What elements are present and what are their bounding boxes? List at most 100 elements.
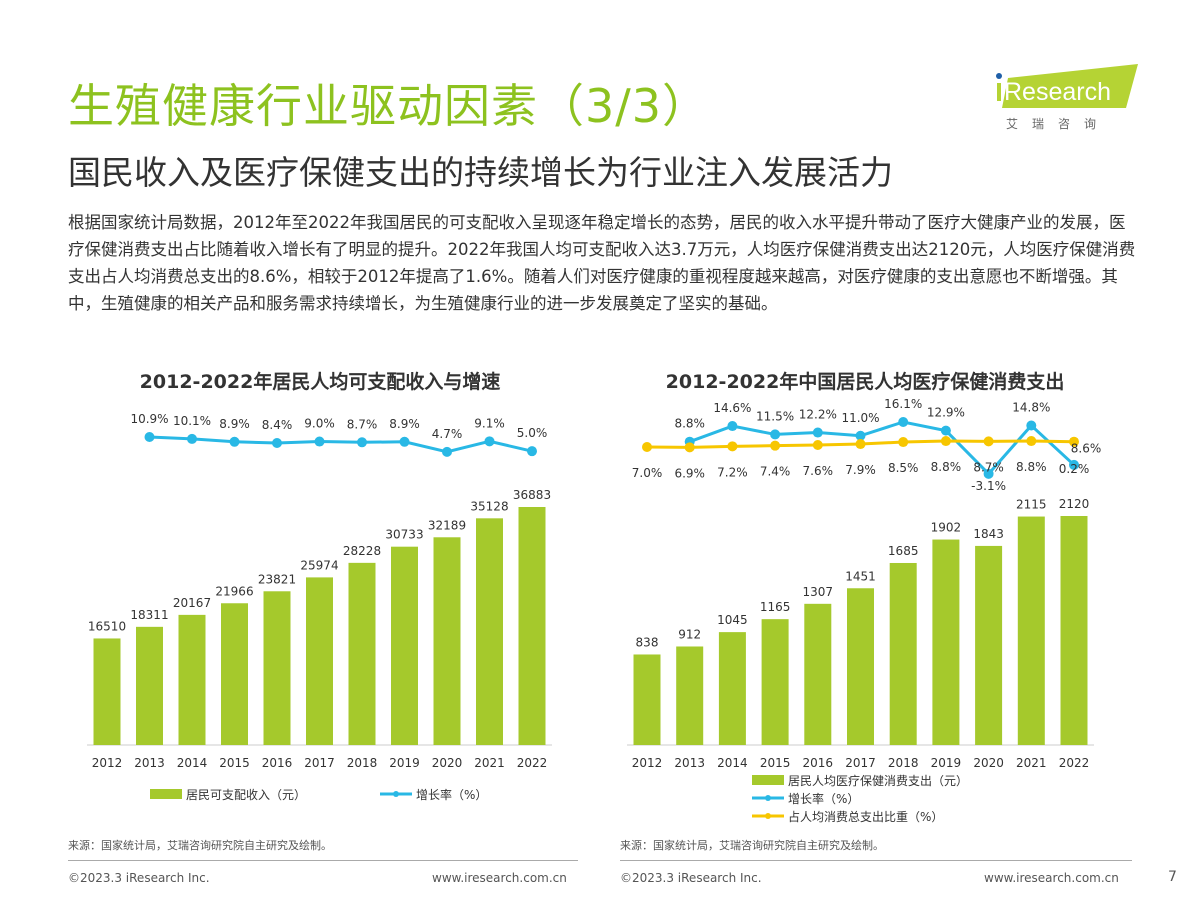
line-point bbox=[983, 436, 994, 447]
line-point bbox=[442, 446, 452, 457]
line-point bbox=[642, 442, 652, 452]
bar-value-label: 25974 bbox=[300, 558, 338, 572]
chart-title-income: 2012-2022年居民人均可支配收入与增速 bbox=[139, 371, 501, 393]
bar bbox=[932, 539, 960, 745]
line-point bbox=[855, 439, 866, 450]
line-value-label: 14.6% bbox=[713, 401, 751, 415]
line-point bbox=[272, 438, 282, 448]
x-tick-label: 2022 bbox=[1059, 756, 1090, 770]
line-point bbox=[484, 436, 495, 447]
footer-copyright-right: ©2023.3 iResearch Inc. bbox=[620, 871, 762, 885]
line-point bbox=[1069, 436, 1079, 447]
body-paragraph: 根据国家统计局数据，2012年至2022年我国居民的可支配收入呈现逐年稳定增长的… bbox=[68, 213, 1136, 313]
line-value-label: 8.9% bbox=[389, 417, 420, 431]
bar bbox=[676, 646, 704, 745]
footer-url-right: www.iresearch.com.cn bbox=[984, 871, 1119, 885]
bar bbox=[847, 588, 874, 745]
line-point bbox=[1069, 459, 1079, 470]
x-tick-label: 2022 bbox=[517, 756, 548, 770]
x-tick-label: 2015 bbox=[760, 756, 791, 770]
line-point bbox=[144, 432, 155, 442]
x-tick-label: 2016 bbox=[262, 756, 293, 770]
x-tick-label: 2018 bbox=[888, 756, 919, 770]
bar-value-label: 838 bbox=[636, 635, 659, 649]
x-tick-label: 2017 bbox=[304, 756, 335, 770]
line-point bbox=[727, 441, 738, 452]
legend-label-income: 居民可支配收入（元） bbox=[186, 788, 306, 802]
line-value-label: 9.1% bbox=[474, 416, 505, 430]
bar-value-label: 1902 bbox=[931, 521, 962, 535]
line-point bbox=[229, 436, 240, 447]
footer-copyright-left: ©2023.3 iResearch Inc. bbox=[68, 871, 210, 885]
bar bbox=[633, 654, 661, 745]
bar-value-label: 1685 bbox=[888, 544, 919, 558]
svg-text:艾瑞咨询: 艾瑞咨询 bbox=[1006, 116, 1110, 131]
bar-value-label: 2120 bbox=[1059, 497, 1090, 511]
line-point bbox=[399, 436, 410, 447]
legend-label: 增长率（%） bbox=[788, 791, 859, 806]
line-point bbox=[1026, 420, 1037, 431]
legend-bar-swatch bbox=[150, 789, 182, 799]
line-point bbox=[898, 437, 909, 448]
line-value-label: 7.2% bbox=[717, 465, 748, 479]
line-point bbox=[1026, 436, 1037, 447]
bar bbox=[889, 562, 917, 745]
legend-label: 居民人均医疗保健消费支出（元） bbox=[788, 774, 968, 788]
bar-value-label: 32189 bbox=[428, 518, 466, 532]
bar-value-label: 21966 bbox=[215, 584, 253, 598]
x-tick-label: 2015 bbox=[219, 756, 250, 770]
x-tick-label: 2012 bbox=[632, 756, 663, 770]
line-point bbox=[770, 440, 781, 451]
line-value-label: 12.9% bbox=[927, 406, 965, 420]
x-tick-label: 2019 bbox=[931, 756, 962, 770]
bar bbox=[306, 577, 333, 745]
iresearch-logo: Research 艾瑞咨询 bbox=[990, 64, 1140, 134]
line-value-label: 7.0% bbox=[632, 466, 663, 480]
bar-value-label: 1165 bbox=[760, 600, 791, 614]
bar bbox=[178, 614, 206, 745]
line-value-label: 8.6% bbox=[1071, 442, 1102, 456]
bar bbox=[718, 632, 746, 745]
line-point bbox=[812, 440, 823, 451]
bar bbox=[1060, 516, 1088, 745]
x-tick-label: 2013 bbox=[674, 756, 705, 770]
bar-value-label: 16510 bbox=[88, 619, 126, 633]
line-value-label: 9.0% bbox=[304, 417, 335, 431]
chart-title-medical: 2012-2022年中国居民人均医疗保健消费支出 bbox=[665, 371, 1065, 393]
line-value-label: 5.0% bbox=[517, 426, 548, 440]
footer-divider-right bbox=[620, 860, 1132, 861]
page-subtitle: 国民收入及医疗保健支出的持续增长为行业注入发展活力 bbox=[68, 153, 893, 192]
bar-value-label: 2115 bbox=[1016, 498, 1047, 512]
bar bbox=[263, 591, 291, 745]
bar bbox=[476, 518, 503, 745]
line-value-label: 8.5% bbox=[888, 461, 919, 475]
bar bbox=[93, 638, 121, 745]
bar bbox=[975, 545, 1003, 745]
line-value-label: 10.1% bbox=[173, 414, 211, 428]
x-tick-label: 2013 bbox=[134, 756, 165, 770]
footer-divider-left bbox=[68, 860, 578, 861]
line-point bbox=[314, 436, 325, 447]
legend-label: 占人均消费总支出比重（%） bbox=[788, 809, 943, 824]
line-point bbox=[855, 430, 866, 441]
line-value-label: 0.2% bbox=[1059, 462, 1090, 476]
bar bbox=[1017, 516, 1045, 745]
bar-value-label: 28228 bbox=[343, 544, 381, 558]
svg-text:Research: Research bbox=[1004, 78, 1111, 106]
line-value-label: 8.8% bbox=[674, 417, 705, 431]
bar-value-label: 35128 bbox=[470, 499, 508, 513]
legend-line-marker bbox=[393, 791, 399, 797]
x-tick-label: 2012 bbox=[92, 756, 123, 770]
line-value-label: 7.6% bbox=[803, 464, 834, 478]
line-value-label: 8.8% bbox=[931, 460, 962, 474]
line-point bbox=[684, 442, 695, 453]
line-point bbox=[187, 433, 197, 444]
line-value-label: 8.8% bbox=[1016, 460, 1047, 474]
bar-value-label: 23821 bbox=[258, 572, 296, 586]
x-tick-label: 2016 bbox=[803, 756, 834, 770]
line-value-label: 8.7% bbox=[973, 460, 1004, 474]
line-point bbox=[940, 436, 951, 447]
bar-value-label: 20167 bbox=[173, 596, 211, 610]
page-number: 7 bbox=[1168, 869, 1177, 885]
bar bbox=[348, 562, 376, 745]
